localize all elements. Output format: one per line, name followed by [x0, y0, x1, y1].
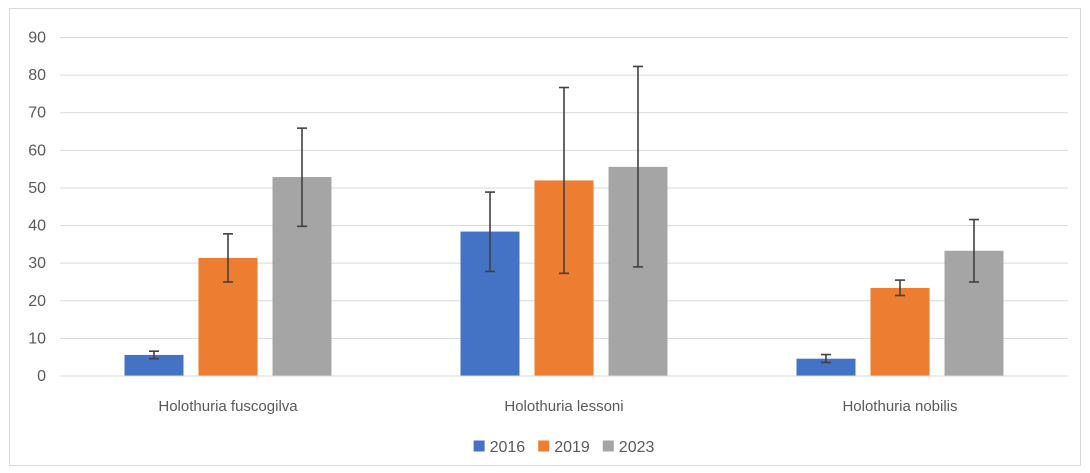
error-bar-2016-1 [149, 350, 159, 360]
legend-label: 2016 [490, 439, 526, 456]
error-bar-2019-2 [559, 86, 569, 275]
legend-swatch [538, 440, 550, 452]
error-bar-2023-2 [633, 65, 643, 268]
error-bar-2019-3 [895, 279, 905, 297]
y-tick-label: 50 [28, 180, 46, 197]
error-bar-2019-1 [223, 233, 233, 283]
bar-2016-1 [124, 354, 184, 376]
y-tick-label: 30 [28, 255, 46, 272]
y-tick-label: 70 [28, 105, 46, 122]
y-tick-label: 40 [28, 218, 46, 235]
bar-2019-3 [870, 287, 930, 376]
y-tick-label: 90 [28, 30, 46, 47]
bar-2016-3 [796, 358, 856, 376]
legend: 2016 2019 2023 [473, 439, 655, 456]
category-label: Holothuria fuscogilva [158, 398, 298, 415]
legend-label: 2023 [619, 439, 655, 456]
legend-item-2016: 2016 [473, 439, 526, 456]
legend-label: 2019 [554, 439, 590, 456]
legend-swatch [602, 440, 614, 452]
y-axis-ticks: 0 10 20 30 40 50 60 70 80 90 [28, 30, 46, 386]
error-bar-2016-3 [821, 353, 831, 364]
error-bar-2016-2 [485, 191, 495, 273]
error-bar-2023-1 [297, 127, 307, 228]
category-label: Holothuria lessoni [504, 398, 623, 415]
y-tick-label: 20 [28, 293, 46, 310]
y-tick-label: 10 [28, 330, 46, 347]
legend-item-2023: 2023 [602, 439, 655, 456]
error-bars [149, 65, 979, 364]
legend-swatch [473, 440, 485, 452]
x-axis-categories: Holothuria fuscogilva Holothuria lessoni H… [158, 398, 957, 415]
category-label: Holothuria nobilis [842, 398, 957, 415]
y-tick-label: 0 [37, 368, 46, 385]
legend-item-2019: 2019 [538, 439, 590, 456]
y-tick-label: 80 [28, 67, 46, 84]
y-tick-label: 60 [28, 142, 46, 159]
bars [124, 166, 1004, 376]
error-bar-2023-3 [969, 218, 979, 283]
